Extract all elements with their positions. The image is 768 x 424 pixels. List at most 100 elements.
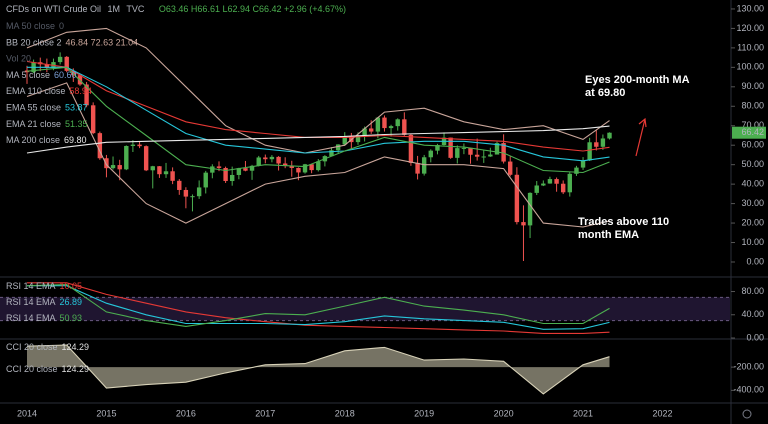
annotation: Trades above 110 xyxy=(578,216,669,228)
candle-body xyxy=(415,162,420,174)
candle-body xyxy=(494,143,500,155)
cci-area xyxy=(27,345,610,394)
last-price-box xyxy=(732,126,766,139)
exchange: TVC xyxy=(126,4,145,14)
candle-body xyxy=(57,56,63,63)
arrow xyxy=(635,117,647,157)
annotation: Eyes 200-month MA xyxy=(585,74,690,86)
candle-body xyxy=(421,157,427,174)
x-tick-label: 2017 xyxy=(255,408,275,418)
y-tick-label: 80.00 xyxy=(741,286,764,296)
legend-label: MA 200 close xyxy=(6,135,60,145)
candle-body xyxy=(362,128,367,136)
legend-entry: MA 50 close 0 xyxy=(6,21,64,31)
legend-value: 124.29 xyxy=(62,364,90,374)
indicators xyxy=(26,27,610,228)
y-tick-label: 80.00 xyxy=(741,101,764,111)
rsi-line xyxy=(26,284,610,327)
candle-body xyxy=(355,135,361,143)
candle-body xyxy=(243,168,248,171)
cci-line xyxy=(26,344,610,395)
candle-body xyxy=(216,166,222,168)
y-tick-label: 50.00 xyxy=(741,159,764,169)
rsi xyxy=(0,282,730,334)
legend-entry: MA 5 close 60.60 xyxy=(6,70,77,80)
legend-value: 10.05 xyxy=(60,281,83,291)
candle-body xyxy=(157,166,162,175)
candle-body xyxy=(84,84,89,106)
candle-body xyxy=(236,168,242,175)
x-tick-label: 2019 xyxy=(414,408,434,418)
bollinger-band xyxy=(26,82,610,228)
y-tick-label: 40.00 xyxy=(741,179,764,189)
x-tick-label: 2015 xyxy=(96,408,116,418)
annotation: at 69.80 xyxy=(585,87,625,99)
legend-value: 60.60 xyxy=(54,70,77,80)
candle-body xyxy=(117,165,122,170)
candle-body xyxy=(587,142,592,161)
candle-body xyxy=(263,157,268,160)
candle-body xyxy=(90,105,96,134)
x-tick-label: 2022 xyxy=(652,408,672,418)
candle-body xyxy=(137,144,142,147)
candle-body xyxy=(24,70,30,73)
legend-value: 50.93 xyxy=(60,313,83,323)
y-tick-label: 100.00 xyxy=(736,62,764,72)
y-tick-label: 90.00 xyxy=(741,81,764,91)
candle-body xyxy=(282,163,288,167)
candle-body xyxy=(468,147,473,155)
legend-label: RSI 14 EMA xyxy=(6,281,56,291)
x-tick-label: 2020 xyxy=(494,408,514,418)
candle-body xyxy=(249,165,255,171)
candle-body xyxy=(514,174,520,223)
candle-body xyxy=(488,154,493,157)
y-tick-label: 120.00 xyxy=(736,23,764,33)
legend-entry: EMA 21 close 51.35 xyxy=(6,119,88,129)
y-tick-label: -200.00 xyxy=(733,361,764,371)
header: CFDs on WTI Crude Oil 1M TVC O63.46 H66.… xyxy=(6,4,346,14)
candle-body xyxy=(183,189,189,197)
candle-body xyxy=(203,172,208,188)
settings-icon[interactable] xyxy=(742,409,752,419)
indicator-line xyxy=(26,125,610,154)
candle-body xyxy=(560,183,566,193)
legend-entry: RSI 14 EMA 10.05 xyxy=(6,281,82,291)
candle-body xyxy=(554,179,559,184)
indicator-line xyxy=(27,66,610,162)
annotation: month EMA xyxy=(578,229,639,241)
candle-body xyxy=(329,150,334,157)
candle-body xyxy=(607,132,612,139)
candle-body xyxy=(481,156,486,158)
legend-value: 46.84 72.63 21.04 xyxy=(66,38,139,48)
legend-label: Vol 20 xyxy=(6,54,31,64)
candle-body xyxy=(600,138,606,147)
rsi-band xyxy=(0,297,730,321)
candle-body xyxy=(508,161,513,175)
candle-body xyxy=(375,117,381,132)
legend-entry: EMA 110 close 58.94 xyxy=(6,87,92,97)
candle-body xyxy=(474,154,480,157)
legend-value: 51.35 xyxy=(65,119,88,129)
candle-body xyxy=(541,183,546,186)
plot-area xyxy=(0,27,730,395)
candle-body xyxy=(527,192,533,226)
candle-body xyxy=(150,166,155,171)
last-price: 66.42 xyxy=(741,127,764,137)
rsi-line xyxy=(27,282,610,334)
legend-value: 58.94 xyxy=(69,87,92,97)
legend-label: EMA 110 close xyxy=(6,87,65,97)
legend-entry: RSI 14 EMA 50.93 xyxy=(6,313,82,323)
legend-label: CCI 20 close xyxy=(6,342,58,352)
candle-body xyxy=(448,137,453,158)
candle-body xyxy=(163,171,169,175)
indicator-line xyxy=(26,66,610,174)
y-tick-label: 0.00 xyxy=(746,256,764,266)
y-tick-label: 30.00 xyxy=(741,198,764,208)
candle-body xyxy=(223,167,228,182)
x-tick-label: 2014 xyxy=(17,408,37,418)
legend-value: 26.89 xyxy=(60,297,83,307)
legend-label: BB 20 close 2 xyxy=(6,38,62,48)
candle-body xyxy=(229,174,235,182)
candle-body xyxy=(104,158,109,169)
candle-body xyxy=(64,56,69,71)
